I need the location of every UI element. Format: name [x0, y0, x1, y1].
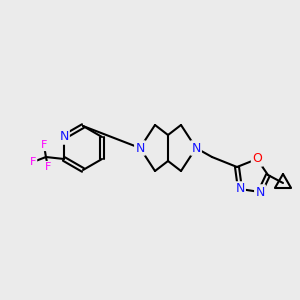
Text: N: N — [255, 185, 265, 199]
Text: F: F — [45, 162, 51, 172]
Text: N: N — [135, 142, 145, 154]
Text: F: F — [30, 157, 36, 167]
Text: F: F — [41, 140, 47, 150]
Text: N: N — [59, 130, 69, 143]
Text: N: N — [191, 142, 201, 154]
Text: N: N — [235, 182, 245, 196]
Text: O: O — [252, 152, 262, 166]
